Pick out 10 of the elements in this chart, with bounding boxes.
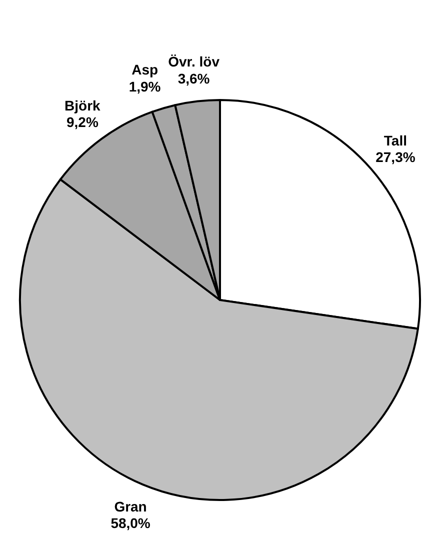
- data-label: 27,3%: [376, 149, 416, 166]
- slice-label: Gran: [114, 498, 147, 514]
- data-label: 1,9%: [128, 78, 162, 94]
- data-label: 3,6%: [178, 70, 210, 86]
- data-label: 9,2%: [66, 114, 99, 130]
- slice-label: Övr. löv: [168, 54, 220, 70]
- slice-label: Björk: [64, 97, 101, 114]
- data-label: 58,0%: [110, 515, 151, 532]
- slice-label: Tall: [384, 132, 408, 148]
- slice-label: Asp: [132, 62, 158, 78]
